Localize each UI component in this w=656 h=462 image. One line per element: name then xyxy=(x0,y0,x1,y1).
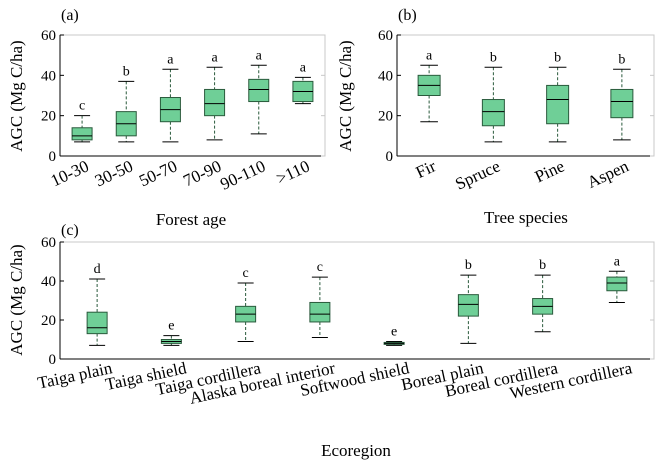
panel-c-ecoregion: (c) AGC (Mg C/ha) Ecoregion 0204060dTaig… xyxy=(7,222,655,460)
y-tick-label: 60 xyxy=(41,28,56,44)
significance-letter: b xyxy=(123,64,130,79)
y-tick-label: 0 xyxy=(386,149,394,165)
significance-letter: c xyxy=(79,99,85,114)
box xyxy=(309,301,331,323)
y-tick-label: 0 xyxy=(49,352,57,368)
significance-letter: b xyxy=(465,258,472,273)
significance-letter: a xyxy=(256,48,263,63)
panel-a-ylabel: AGC (Mg C/ha) xyxy=(7,40,26,151)
significance-letter: c xyxy=(243,266,249,281)
category-label: 90-110 xyxy=(217,156,268,193)
y-tick-label: 20 xyxy=(41,109,56,125)
significance-letter: d xyxy=(94,262,101,277)
panel-b-tree-species: (b) AGC (Mg C/ha) Tree species 0 20 40 60 a F… xyxy=(336,7,655,227)
significance-letter: a xyxy=(300,60,307,75)
panel-c-label: (c) xyxy=(61,222,79,239)
panel-c-xlabel: Ecoregion xyxy=(321,441,391,460)
y-tick-label: 40 xyxy=(41,68,56,84)
significance-letter: b xyxy=(490,50,497,65)
y-tick-label: 40 xyxy=(378,68,393,84)
y-tick-label: 20 xyxy=(41,313,56,329)
y-tick-label: 60 xyxy=(41,235,56,251)
y-tick-label: 0 xyxy=(49,149,57,165)
box xyxy=(71,127,93,141)
plot-frame xyxy=(59,241,655,360)
panel-a-xlabel: Forest age xyxy=(156,210,226,229)
category-label: Spruce xyxy=(452,156,503,193)
box xyxy=(481,99,505,127)
box xyxy=(610,88,634,119)
category-label: 70-90 xyxy=(180,156,224,190)
panel-b-label: (b) xyxy=(398,7,417,24)
category-label: 50-70 xyxy=(136,156,180,190)
significance-letter: a xyxy=(167,52,174,67)
box xyxy=(457,294,479,317)
box xyxy=(606,276,628,292)
significance-letter: a xyxy=(614,254,621,269)
significance-letter: c xyxy=(317,260,323,275)
panel-c-ylabel: AGC (Mg C/ha) xyxy=(7,244,26,355)
significance-letter: e xyxy=(391,324,397,339)
significance-letter: e xyxy=(168,319,174,334)
panel-b-xlabel: Tree species xyxy=(484,208,568,227)
box xyxy=(86,311,108,335)
category-label: Aspen xyxy=(584,156,632,192)
category-label: 30-50 xyxy=(92,156,136,190)
box xyxy=(248,78,270,103)
plot-frame xyxy=(59,34,326,157)
panel-a-forest-age: (a) AGC (Mg C/ha) Forest age 0204060c10-… xyxy=(7,7,326,229)
significance-letter: b xyxy=(539,258,546,273)
y-tick-label: 20 xyxy=(378,109,393,125)
category-label: >110 xyxy=(273,156,312,188)
category-label: Pine xyxy=(532,156,567,186)
box xyxy=(546,84,570,125)
significance-letter: a xyxy=(426,48,433,63)
significance-letter: b xyxy=(618,52,625,67)
panel-b-ylabel: AGC (Mg C/ha) xyxy=(336,40,355,151)
box xyxy=(204,88,226,117)
y-tick-label: 40 xyxy=(41,274,56,290)
category-label: Fir xyxy=(413,156,439,182)
panel-a-label: (a) xyxy=(61,7,79,24)
significance-letter: a xyxy=(211,50,218,65)
y-tick-label: 60 xyxy=(378,28,393,44)
significance-letter: b xyxy=(554,50,561,65)
